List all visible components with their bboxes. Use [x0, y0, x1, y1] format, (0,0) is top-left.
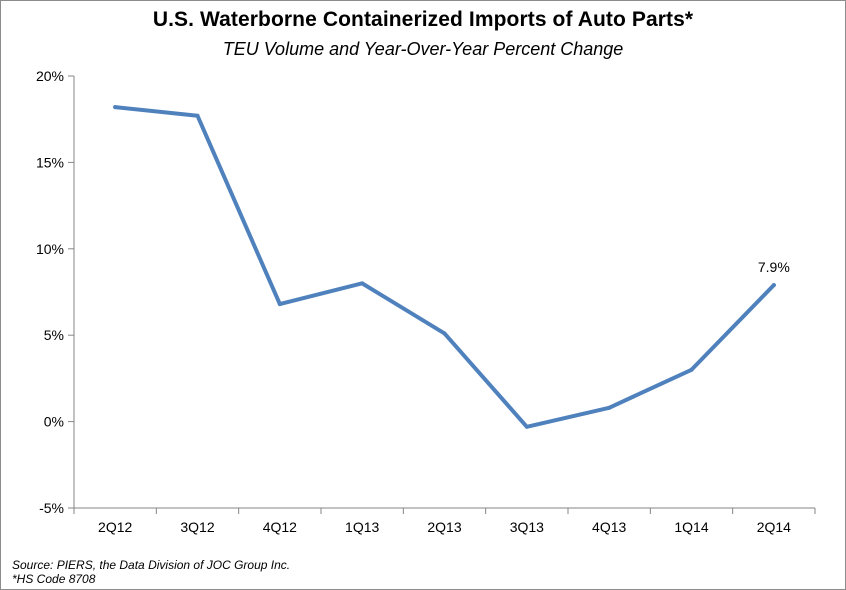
y-tick-label: 0%	[44, 414, 64, 430]
x-tick-label: 2Q12	[98, 519, 132, 535]
x-tick-label: 1Q13	[345, 519, 379, 535]
chart-subtitle: TEU Volume and Year-Over-Year Percent Ch…	[222, 39, 624, 59]
footnote-text: *HS Code 8708	[12, 572, 96, 586]
y-tick-label: 5%	[44, 327, 64, 343]
y-tick-labels: 20% 15% 10% 5% 0% -5%	[36, 68, 64, 516]
y-tick-label: 15%	[36, 154, 64, 170]
x-tick-label: 4Q12	[263, 519, 297, 535]
chart-source: Source: PIERS, the Data Division of JOC …	[12, 558, 290, 586]
x-tick-label: 2Q14	[757, 519, 791, 535]
x-tick-labels: 2Q12 3Q12 4Q12 1Q13 2Q13 3Q13 4Q13 1Q14 2Q14	[98, 519, 791, 535]
source-text: Source: PIERS, the Data Division of JOC …	[12, 558, 291, 572]
data-label: 7.9%	[758, 259, 790, 275]
plot-area	[113, 105, 776, 429]
data-point	[277, 302, 282, 307]
x-tick-label: 3Q12	[180, 519, 214, 535]
data-point	[195, 113, 200, 118]
y-tick-label: -5%	[39, 500, 64, 516]
data-point	[442, 331, 447, 336]
x-tick-label: 4Q13	[592, 519, 626, 535]
data-point	[607, 405, 612, 410]
data-point	[524, 424, 529, 429]
x-tick-label: 1Q14	[674, 519, 708, 535]
data-point	[360, 281, 365, 286]
data-labels: 7.9%	[758, 259, 790, 275]
data-point	[771, 283, 776, 288]
series-line	[113, 105, 776, 429]
axes	[68, 75, 816, 514]
x-tick-label: 2Q13	[427, 519, 461, 535]
y-tick-label: 10%	[36, 241, 64, 257]
data-point	[689, 367, 694, 372]
chart-title: U.S. Waterborne Containerized Imports of…	[152, 8, 694, 31]
x-tick-label: 3Q13	[510, 519, 544, 535]
y-tick-label: 20%	[36, 68, 64, 84]
data-point	[113, 105, 118, 110]
